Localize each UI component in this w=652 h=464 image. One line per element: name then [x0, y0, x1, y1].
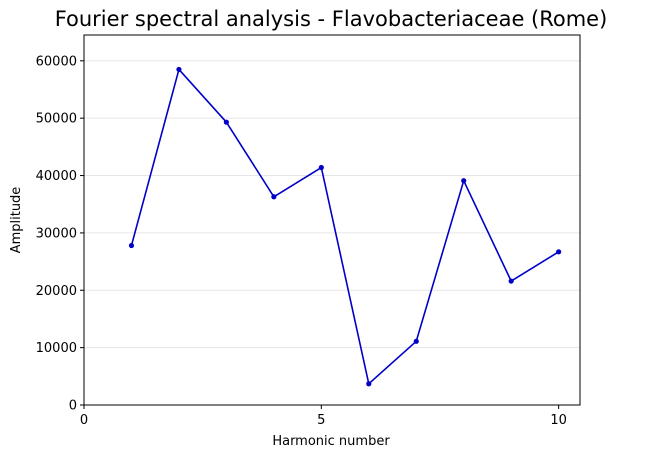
x-axis-ticks: 0 5 10 — [80, 405, 567, 428]
grid-lines — [84, 60, 580, 406]
y-tick-label: 10000 — [36, 341, 77, 356]
y-axis-label: Amplitude — [9, 187, 24, 254]
y-tick-label: 0 — [69, 399, 77, 414]
data-point — [176, 66, 182, 73]
data-point — [223, 119, 229, 125]
plot-frame — [83, 34, 581, 406]
x-tick-label: 0 — [80, 413, 88, 428]
data-point — [366, 381, 372, 387]
y-axis-ticks: 0 10000 20000 30000 40000 50000 60000 — [36, 54, 84, 414]
data-point — [556, 249, 562, 255]
data-point — [318, 164, 324, 171]
data-point — [413, 338, 419, 344]
chart-title: Fourier spectral analysis - Flavobacteri… — [55, 7, 608, 31]
x-axis-label: Harmonic number — [272, 434, 390, 449]
y-tick-label: 50000 — [36, 112, 77, 127]
data-point — [271, 194, 277, 200]
x-tick-label: 10 — [550, 413, 567, 428]
x-tick-label: 5 — [317, 413, 325, 428]
data-point — [128, 242, 135, 249]
y-tick-label: 40000 — [36, 169, 77, 184]
y-tick-label: 20000 — [36, 284, 77, 299]
data-point — [508, 278, 514, 284]
y-tick-label: 30000 — [36, 226, 77, 241]
y-tick-label: 60000 — [36, 54, 77, 69]
series-line — [130, 68, 560, 385]
series-layer — [128, 66, 562, 387]
data-point — [461, 178, 467, 184]
